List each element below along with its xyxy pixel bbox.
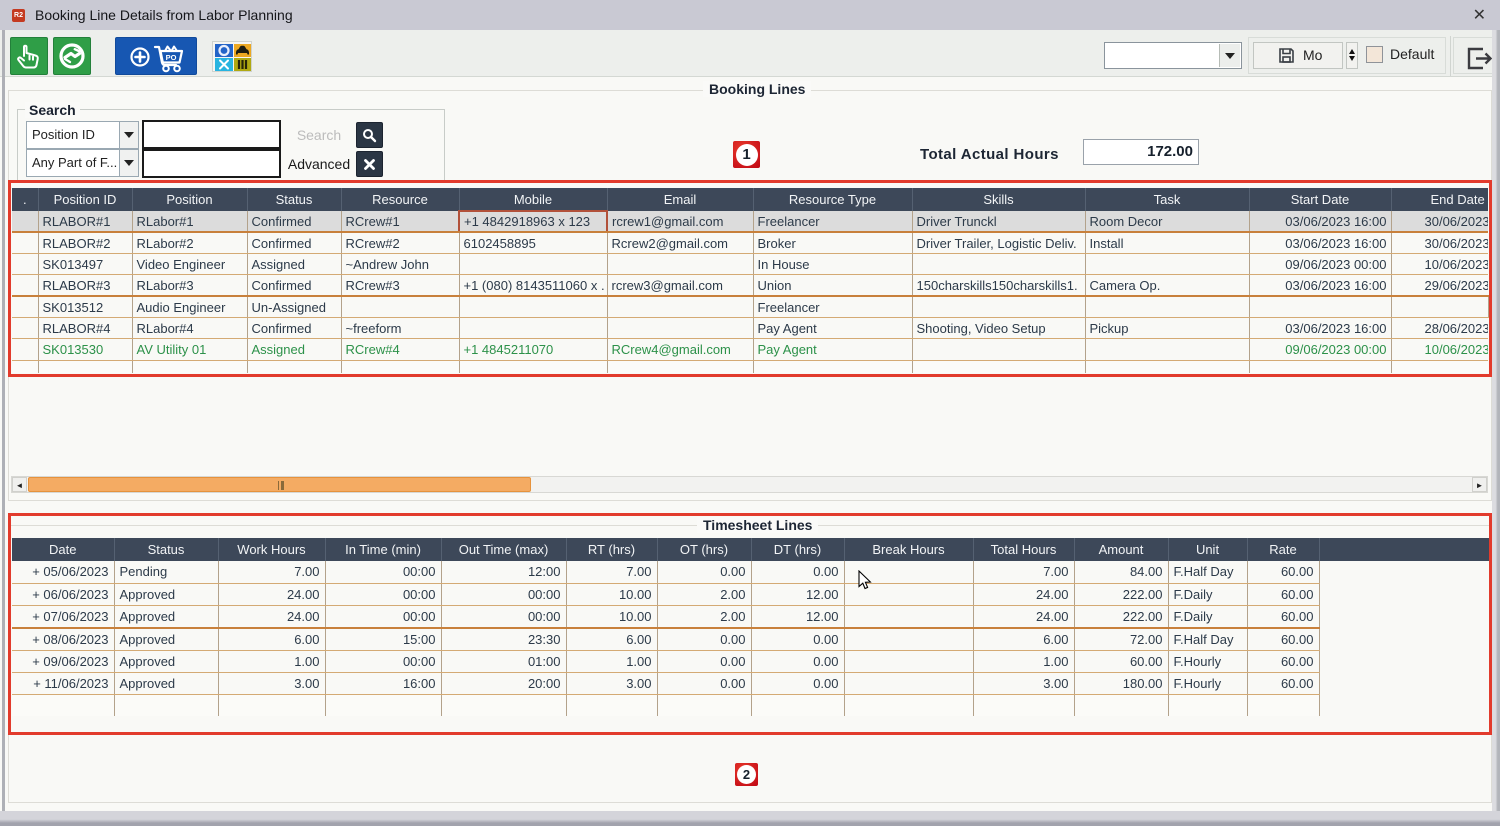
svg-text:PO: PO (166, 53, 177, 62)
